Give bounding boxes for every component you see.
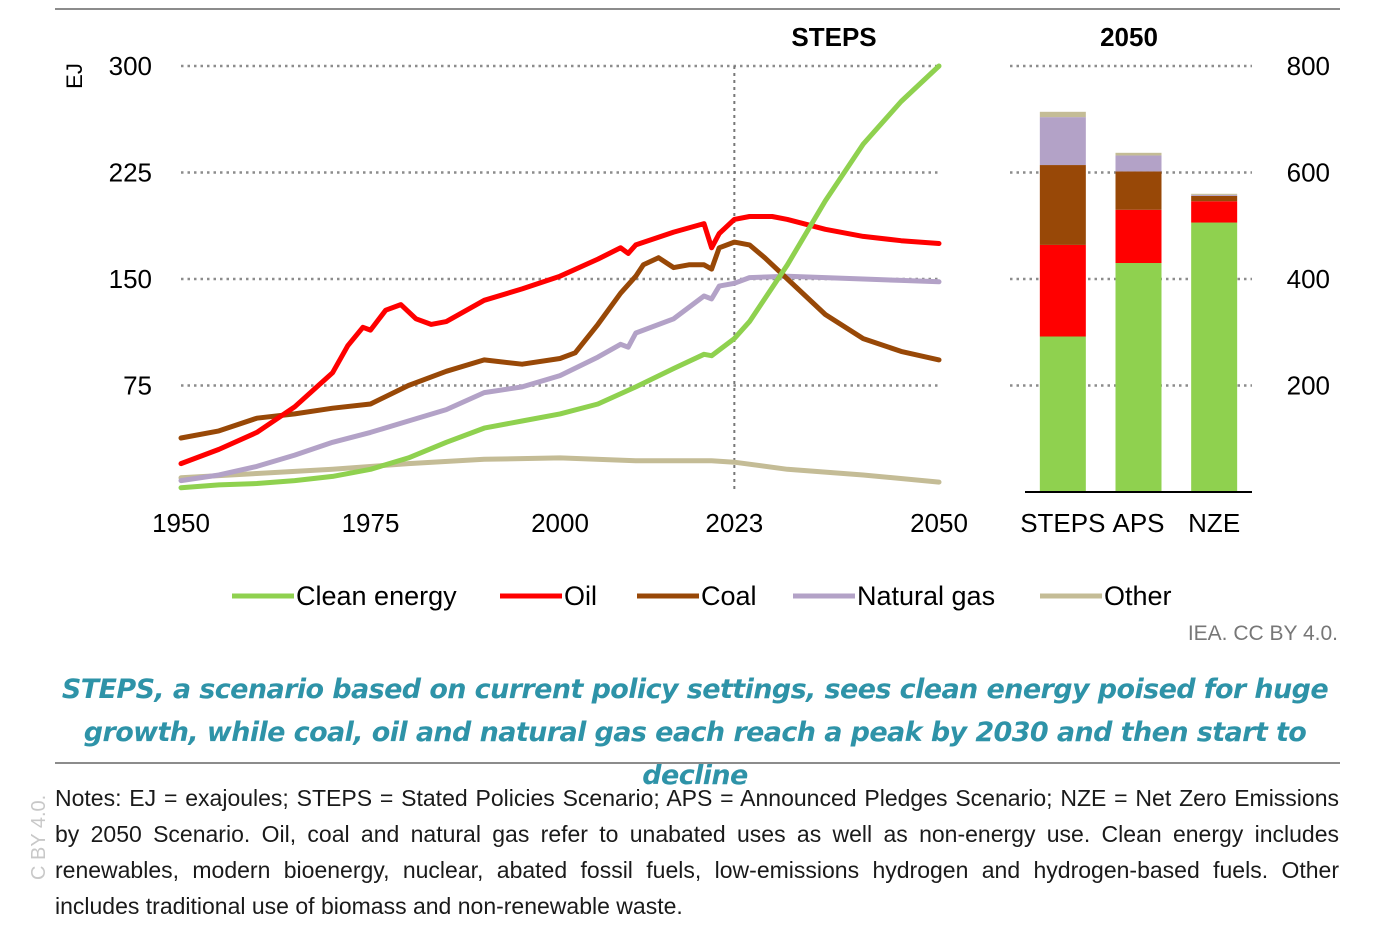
series-line-natural-gas	[178, 273, 942, 484]
line-chart-title: STEPS	[791, 22, 876, 52]
bar-segment-aps-other	[1115, 152, 1162, 156]
bar-chart-bars	[1039, 111, 1238, 492]
bar-segment-steps-other	[1039, 111, 1086, 118]
legend-label: Natural gas	[857, 581, 995, 611]
bar-segment-aps-oil	[1115, 209, 1162, 264]
y-tick-label: 150	[109, 264, 152, 294]
x-tick-label: 1975	[342, 508, 400, 538]
series-line-clean-energy	[178, 63, 942, 491]
chart-area: 75 150 225 300 1950 1975 2000 2023 2050 STEPS E…	[55, 8, 1340, 611]
line-chart-y-ticks: 75 150 225 300	[109, 51, 152, 401]
bar-segment-nze-natural-gas	[1191, 194, 1238, 196]
legend-item-clean-energy: Clean energy	[232, 581, 457, 611]
legend-label: Oil	[564, 581, 597, 611]
bar-segment-nze-coal	[1191, 195, 1238, 202]
figure-caption: STEPS, a scenario based on current polic…	[40, 668, 1350, 797]
bar-chart-x-ticks: STEPS APS NZE	[1020, 508, 1240, 538]
y-tick-label: 400	[1287, 264, 1330, 294]
y-tick-label: 300	[109, 51, 152, 81]
y-tick-label: 600	[1287, 158, 1330, 188]
bar-segment-aps-coal	[1115, 171, 1162, 210]
legend-item-oil: Oil	[500, 581, 597, 611]
line-chart-x-ticks: 1950 1975 2000 2023 2050	[152, 508, 968, 538]
line-chart-grid	[181, 64, 939, 387]
bar-segment-steps-natural-gas	[1039, 117, 1086, 166]
series-line-other	[178, 455, 942, 485]
caption-line-1: STEPS, a scenario based on current polic…	[61, 674, 1329, 705]
y-tick-label: 75	[123, 371, 152, 401]
credit-text: IEA. CC BY 4.0.	[1187, 622, 1338, 645]
x-tick-label: 2023	[705, 508, 763, 538]
x-tick-label: APS	[1112, 508, 1164, 538]
legend-item-coal: Coal	[637, 581, 757, 611]
series-line-coal	[178, 239, 942, 441]
series-line-oil	[178, 214, 942, 467]
notes-text: Notes: EJ = exajoules; STEPS = Stated Po…	[55, 785, 1339, 919]
legend-item-other: Other	[1040, 581, 1172, 611]
legend: Clean energy Oil Coal Natural gas Other	[232, 581, 1172, 611]
y-tick-label: 200	[1287, 371, 1330, 401]
bar-segment-nze-oil	[1191, 201, 1238, 223]
watermark: C BY 4.0.	[28, 794, 50, 880]
x-tick-label: NZE	[1188, 508, 1240, 538]
x-tick-label: 1950	[152, 508, 210, 538]
y-axis-label: EJ	[62, 63, 87, 89]
x-tick-label: STEPS	[1020, 508, 1105, 538]
x-tick-label: 2050	[910, 508, 968, 538]
x-tick-label: 2000	[531, 508, 589, 538]
bar-segment-steps-clean-energy	[1039, 336, 1086, 492]
bar-segment-nze-clean-energy	[1191, 222, 1238, 492]
bar-segment-nze-other	[1191, 193, 1238, 195]
line-chart-series	[178, 63, 942, 491]
y-tick-label: 800	[1287, 51, 1330, 81]
bar-segment-steps-coal	[1039, 165, 1086, 245]
legend-item-natural-gas: Natural gas	[793, 581, 995, 611]
caption-line-2: growth, while coal, oil and natural gas …	[83, 717, 1307, 791]
bar-segment-aps-clean-energy	[1115, 263, 1162, 492]
bar-chart-title: 2050	[1100, 22, 1158, 52]
bar-segment-aps-natural-gas	[1115, 155, 1162, 172]
legend-label: Other	[1104, 581, 1172, 611]
y-tick-label: 225	[109, 158, 152, 188]
bar-segment-steps-oil	[1039, 244, 1086, 337]
legend-label: Clean energy	[296, 581, 457, 611]
caption-rule	[55, 762, 1340, 764]
bar-chart-y-ticks: 200 400 600 800	[1287, 51, 1330, 401]
legend-label: Coal	[701, 581, 757, 611]
